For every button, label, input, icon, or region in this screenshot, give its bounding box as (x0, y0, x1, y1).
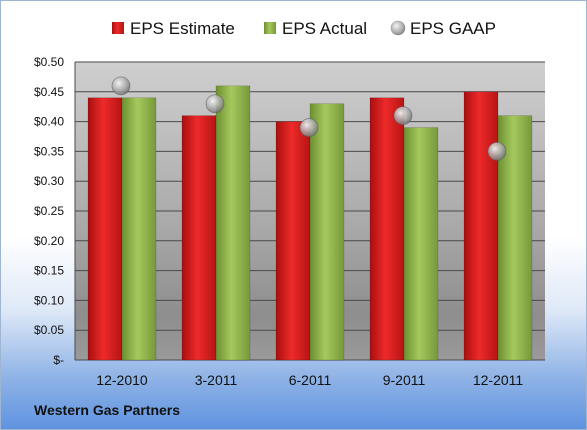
plot-area (75, 61, 545, 361)
y-axis: $- $0.05 $0.10 $0.15 $0.20 $0.25 $0.30 $0.35 $0.… (34, 55, 76, 367)
bar-eps-actual (215, 85, 251, 361)
x-axis: 12-2010 3-2011 6-2011 9-2011 12-2011 (96, 372, 523, 388)
bar-eps-estimate (275, 121, 311, 361)
y-tick-label: $0.30 (34, 174, 64, 188)
y-tick-label: $0.15 (34, 264, 64, 278)
legend-label: EPS Estimate (130, 19, 235, 38)
y-tick-label: $0.35 (34, 144, 64, 158)
y-tick-label: $0.45 (34, 85, 64, 99)
x-tick-label: 6-2011 (289, 372, 332, 388)
bar-eps-actual (403, 127, 439, 361)
bar-eps-estimate (463, 91, 499, 361)
legend-swatch (112, 22, 124, 34)
bar-eps-actual (121, 97, 157, 361)
x-tick-label: 9-2011 (383, 372, 426, 388)
x-tick-label: 12-2011 (473, 372, 524, 388)
legend-label: EPS GAAP (410, 19, 496, 38)
y-tick-label: $0.40 (34, 115, 64, 129)
y-tick-label: $0.50 (34, 55, 64, 69)
marker-eps-gaap (111, 76, 131, 96)
legend-swatch (264, 22, 276, 34)
y-tick-label: $0.25 (34, 204, 64, 218)
marker-eps-gaap (205, 94, 225, 114)
bar-eps-estimate (181, 115, 217, 361)
bar-eps-estimate (369, 97, 405, 361)
y-tick-label: $0.10 (34, 293, 64, 307)
bar-eps-actual (497, 115, 533, 361)
chart-legend: EPS Estimate EPS Actual EPS GAAP (112, 19, 496, 38)
marker-eps-gaap (487, 141, 507, 161)
marker-eps-gaap (299, 118, 319, 137)
marker-eps-gaap (393, 106, 413, 126)
legend-label: EPS Actual (282, 19, 367, 38)
legend-swatch (390, 20, 406, 36)
y-tick-label: $- (53, 353, 64, 367)
x-tick-label: 3-2011 (195, 372, 238, 388)
bar-eps-actual (309, 103, 345, 361)
bar-eps-estimate (87, 97, 123, 361)
company-name: Western Gas Partners (34, 402, 181, 418)
y-tick-label: $0.20 (34, 234, 64, 248)
y-tick-label: $0.05 (34, 323, 64, 337)
x-tick-label: 12-2010 (96, 372, 148, 388)
